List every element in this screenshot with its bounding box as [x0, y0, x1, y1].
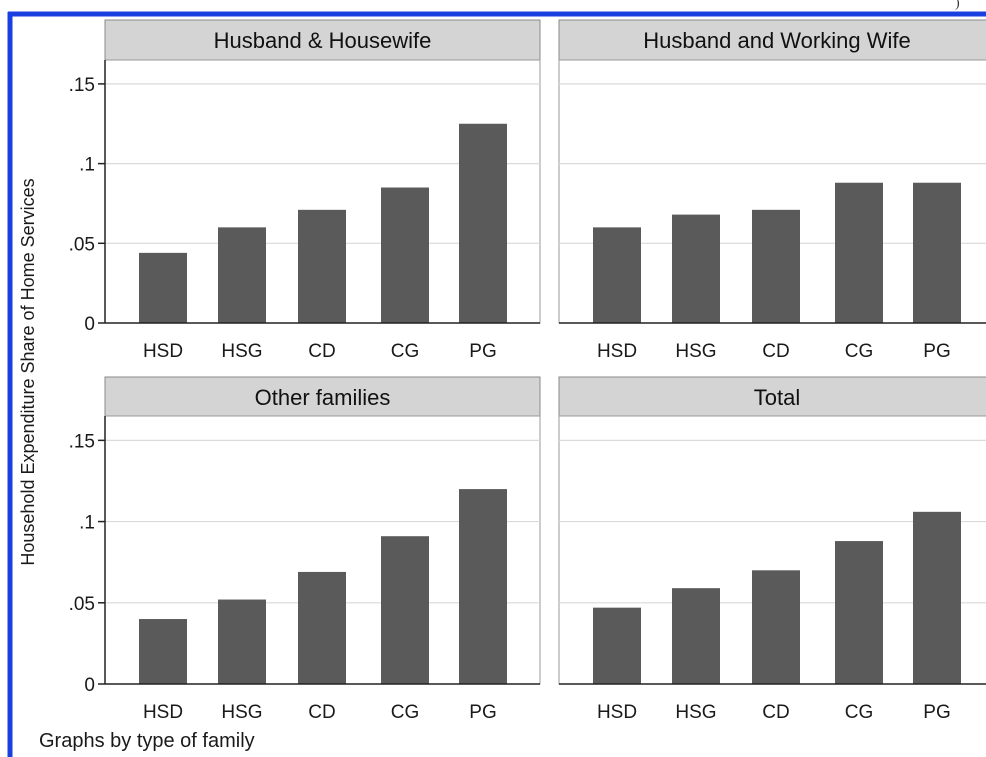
graph-note: Graphs by type of family: [39, 730, 255, 752]
bar-cd: [298, 571, 346, 684]
bar-cg: [381, 187, 429, 323]
x-tick-label: PG: [923, 702, 950, 723]
x-tick-label: CD: [308, 341, 335, 362]
x-tick-label: HSD: [143, 702, 183, 723]
y-tick-label: .15: [69, 431, 95, 452]
x-tick-label: HSD: [597, 702, 637, 723]
bar-hsg: [672, 214, 720, 323]
bar-pg: [913, 511, 961, 684]
x-tick-label: CD: [762, 341, 789, 362]
bar-hsg: [672, 588, 720, 684]
top-margin: [0, 0, 986, 14]
bar-hsd: [593, 607, 641, 684]
y-tick-label: 0: [84, 314, 95, 335]
panel-3: Other families HSD HSG CD CG PG 0 .05 .1 .15: [69, 376, 541, 723]
bar-cd: [752, 570, 800, 684]
y-tick-label: .05: [69, 234, 95, 255]
bar-cg: [835, 541, 883, 684]
panel-strip: [104, 376, 541, 417]
x-tick-label: HSG: [675, 341, 716, 362]
bar-hsd: [139, 252, 187, 323]
corner-mark: ): [955, 0, 960, 11]
panel-strip: [104, 19, 541, 61]
x-tick-label: CG: [391, 702, 420, 723]
x-tick-label: CG: [845, 341, 874, 362]
bar-pg: [459, 489, 507, 684]
bar-cg: [381, 536, 429, 684]
panel-strip: [558, 376, 986, 417]
y-tick-label: .15: [69, 75, 95, 96]
y-tick-label: .05: [69, 594, 95, 615]
x-tick-label: HSG: [221, 341, 262, 362]
x-tick-label: HSG: [221, 702, 262, 723]
panel-4: Total HSD HSG CD CG PG: [558, 376, 986, 723]
y-axis-label: Household Expenditure Share of Home Serv…: [18, 178, 38, 565]
x-tick-label: HSG: [675, 702, 716, 723]
x-tick-label: PG: [469, 341, 496, 362]
panel-title: Other families: [255, 385, 391, 410]
panel-title: Husband and Working Wife: [643, 28, 910, 53]
bar-hsg: [218, 599, 266, 684]
panel-strip: [558, 19, 986, 61]
bar-pg: [913, 182, 961, 323]
x-tick-label: CD: [762, 702, 789, 723]
panel-1: Husband & Housewife HSD HSG CD CG PG 0 .05 .1 .15: [69, 19, 541, 362]
bar-cd: [298, 209, 346, 323]
y-tick-label: .1: [79, 513, 95, 534]
panel-title: Husband & Housewife: [214, 28, 432, 53]
panel-2: Husband and Working Wife HSD HSG CD CG PG: [558, 19, 986, 362]
bar-cd: [752, 209, 800, 323]
bar-hsd: [139, 619, 187, 684]
x-tick-label: PG: [469, 702, 496, 723]
bar-hsg: [218, 227, 266, 323]
x-tick-label: HSD: [143, 341, 183, 362]
panel-title: Total: [754, 385, 800, 410]
x-tick-label: CD: [308, 702, 335, 723]
x-tick-label: CG: [391, 341, 420, 362]
x-tick-label: CG: [845, 702, 874, 723]
y-tick-label: 0: [84, 675, 95, 696]
bar-hsd: [593, 227, 641, 323]
bar-pg: [459, 123, 507, 324]
y-tick-label: .1: [79, 155, 95, 176]
bar-cg: [835, 182, 883, 323]
x-tick-label: PG: [923, 341, 950, 362]
x-tick-label: HSD: [597, 341, 637, 362]
